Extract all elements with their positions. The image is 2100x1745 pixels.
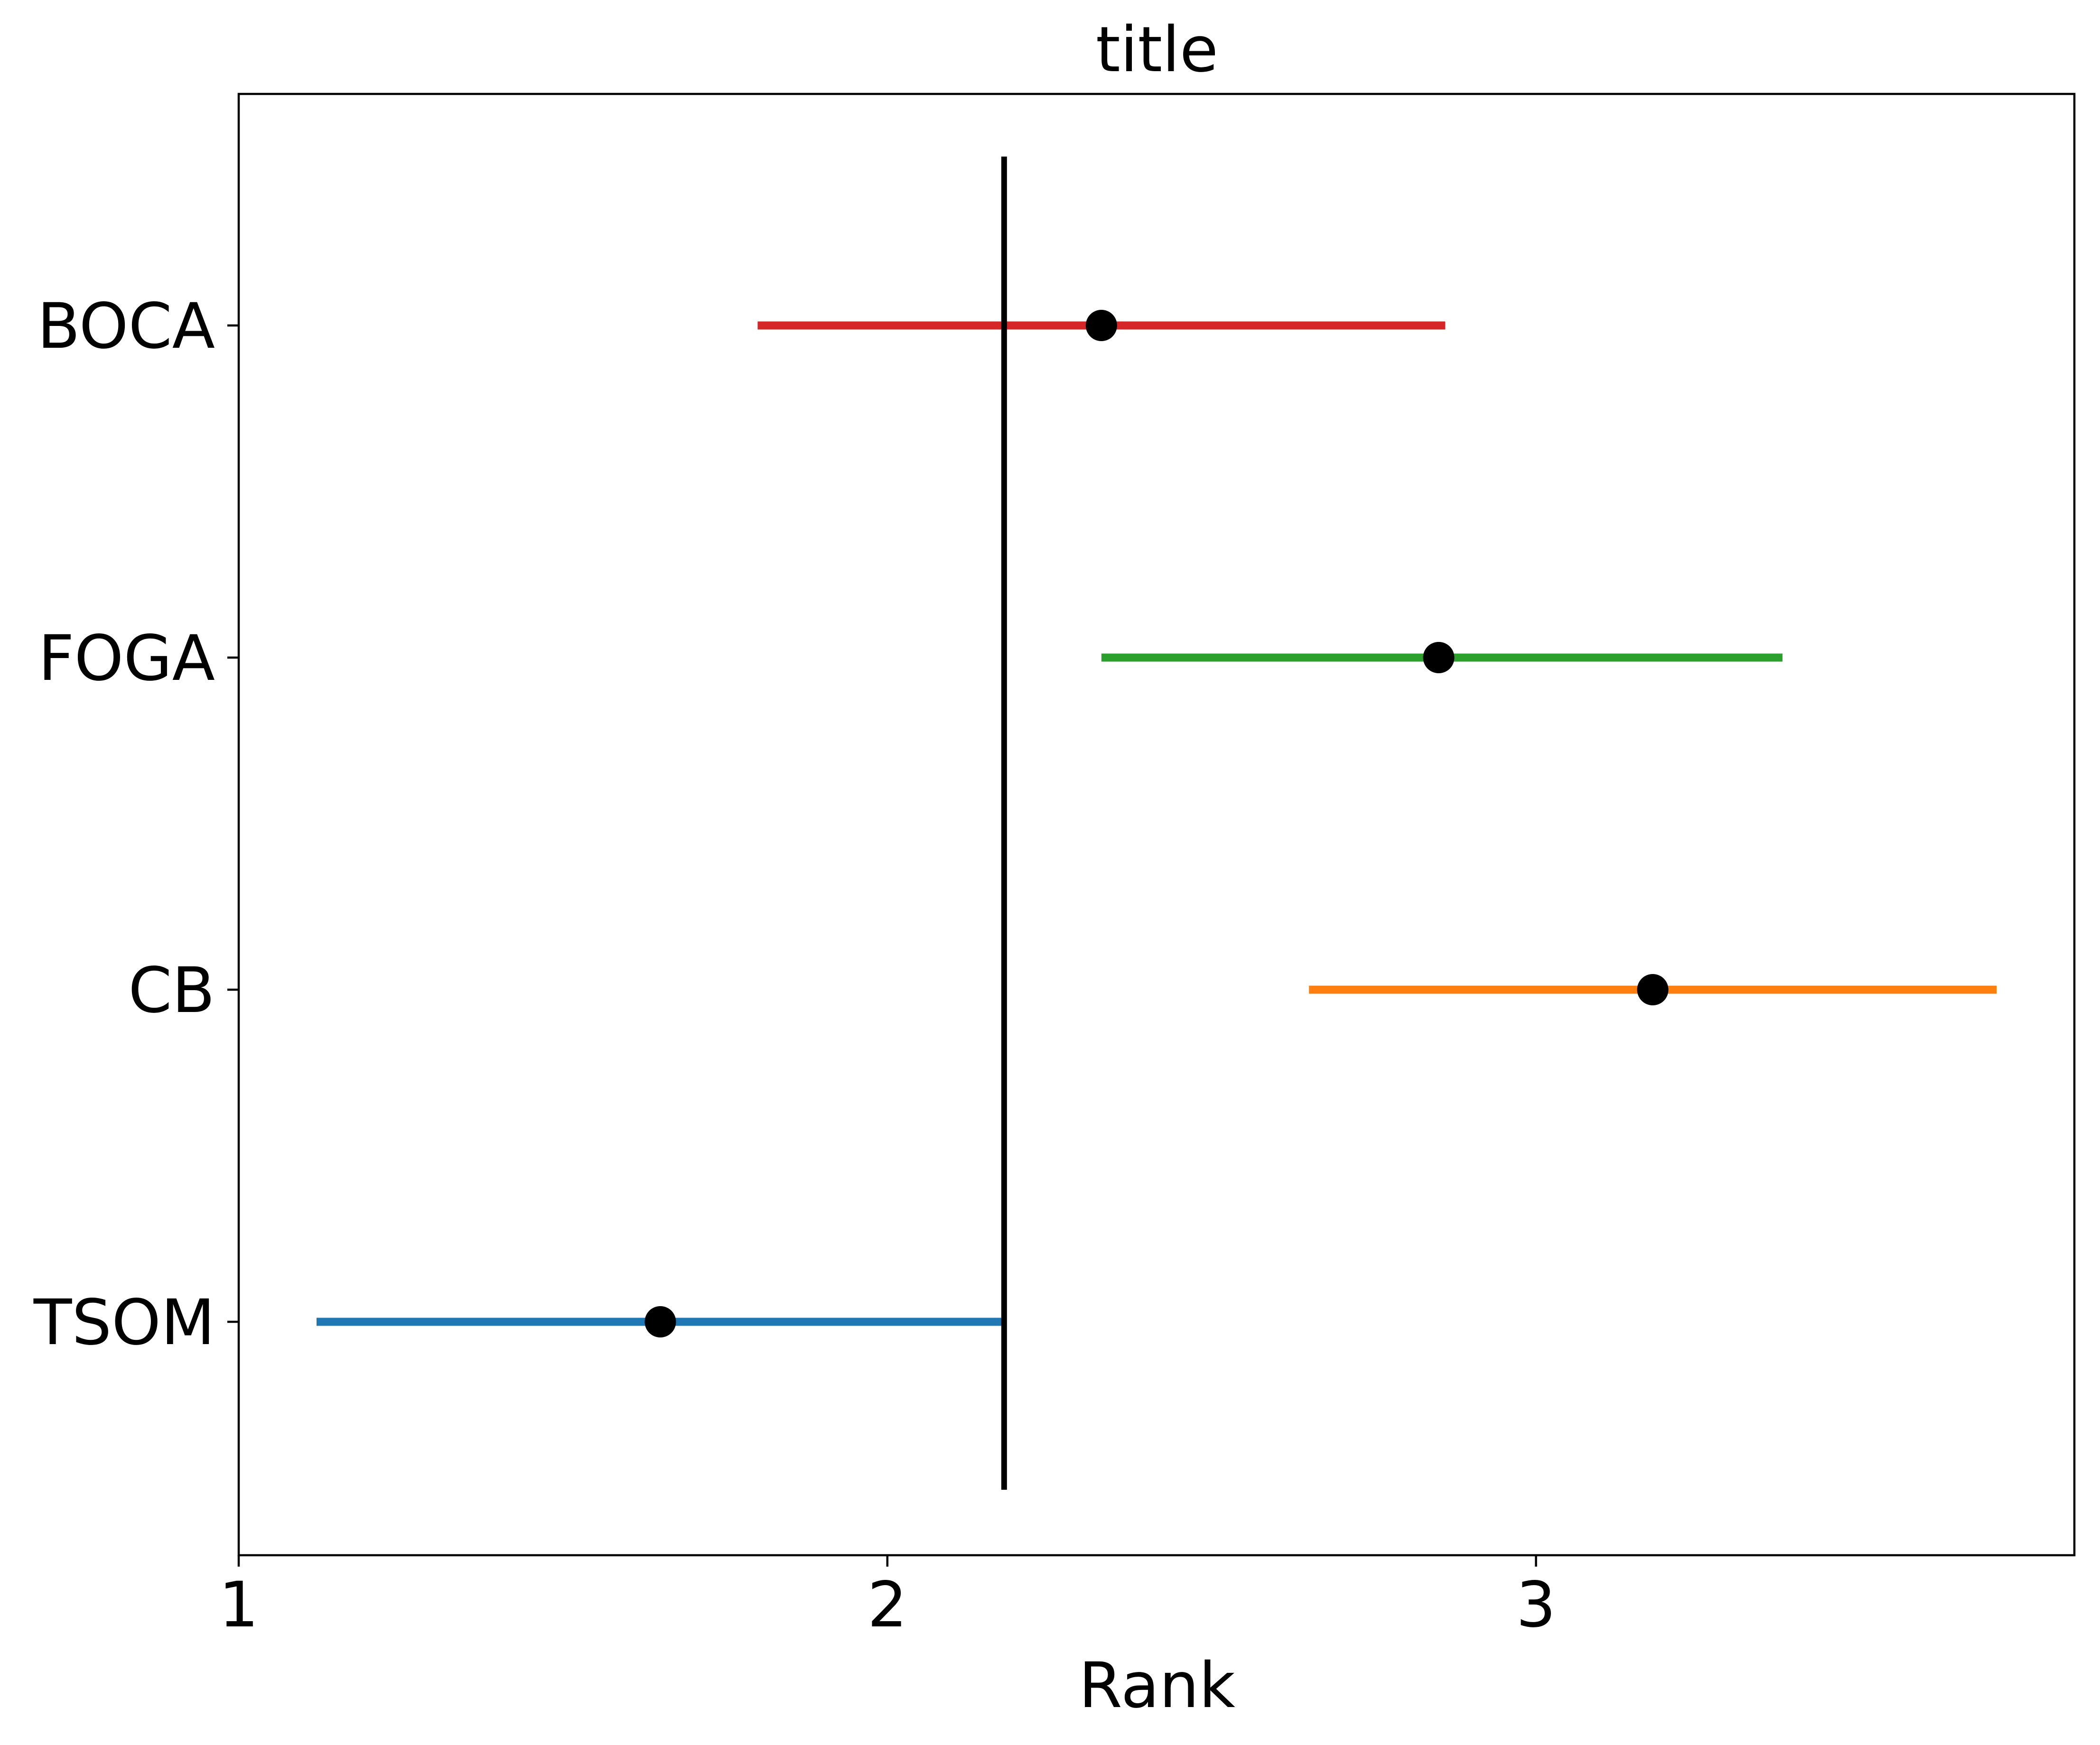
plot-marks [317,157,1997,1490]
x-tick-label-2: 2 [868,1569,907,1642]
x-axis-label: Rank [1079,1649,1235,1722]
point-tsom [644,1306,676,1337]
point-boca [1085,310,1117,341]
y-tick-label-cb: CB [128,954,215,1027]
plot-frame [237,93,2076,1557]
chart-title: title [1096,13,1218,86]
y-axis-ticks: TSOM CB FOGA BOCA [33,290,239,1359]
y-tick-label-tsom: TSOM [33,1286,215,1359]
x-tick-label-3: 3 [1516,1569,1556,1642]
y-tick-label-foga: FOGA [38,622,215,695]
x-axis-ticks: 1 2 3 [219,1555,1556,1642]
point-cb [1637,974,1669,1005]
x-tick-label-1: 1 [219,1569,259,1642]
y-tick-label-boca: BOCA [37,290,215,363]
point-foga [1423,642,1455,673]
